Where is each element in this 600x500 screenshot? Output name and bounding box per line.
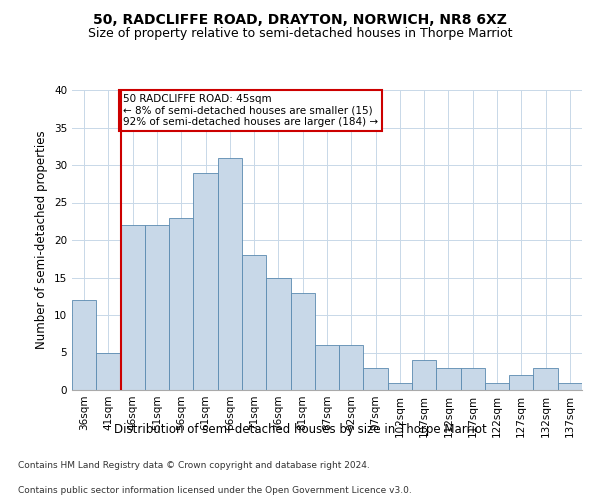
- Bar: [364, 368, 388, 390]
- Bar: [509, 375, 533, 390]
- Bar: [121, 225, 145, 390]
- Text: Size of property relative to semi-detached houses in Thorpe Marriot: Size of property relative to semi-detach…: [88, 28, 512, 40]
- Bar: [533, 368, 558, 390]
- Text: 50, RADCLIFFE ROAD, DRAYTON, NORWICH, NR8 6XZ: 50, RADCLIFFE ROAD, DRAYTON, NORWICH, NR…: [93, 12, 507, 26]
- Bar: [145, 225, 169, 390]
- Bar: [461, 368, 485, 390]
- Text: Distribution of semi-detached houses by size in Thorpe Marriot: Distribution of semi-detached houses by …: [113, 422, 487, 436]
- Bar: [218, 158, 242, 390]
- Text: 50 RADCLIFFE ROAD: 45sqm
← 8% of semi-detached houses are smaller (15)
92% of se: 50 RADCLIFFE ROAD: 45sqm ← 8% of semi-de…: [123, 94, 378, 127]
- Bar: [485, 382, 509, 390]
- Bar: [436, 368, 461, 390]
- Y-axis label: Number of semi-detached properties: Number of semi-detached properties: [35, 130, 49, 350]
- Bar: [72, 300, 96, 390]
- Bar: [315, 345, 339, 390]
- Bar: [96, 352, 121, 390]
- Bar: [266, 278, 290, 390]
- Text: Contains public sector information licensed under the Open Government Licence v3: Contains public sector information licen…: [18, 486, 412, 495]
- Bar: [193, 172, 218, 390]
- Bar: [339, 345, 364, 390]
- Bar: [412, 360, 436, 390]
- Bar: [242, 255, 266, 390]
- Text: Contains HM Land Registry data © Crown copyright and database right 2024.: Contains HM Land Registry data © Crown c…: [18, 461, 370, 470]
- Bar: [388, 382, 412, 390]
- Bar: [558, 382, 582, 390]
- Bar: [290, 292, 315, 390]
- Bar: [169, 218, 193, 390]
